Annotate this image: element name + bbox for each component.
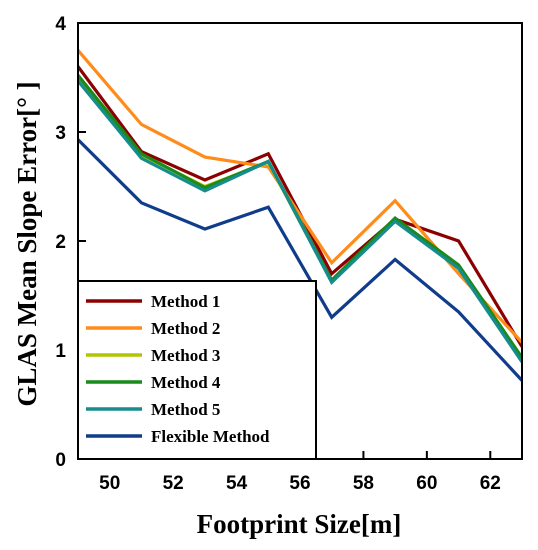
plot-lines xyxy=(78,49,522,382)
x-tick-label: 52 xyxy=(163,473,184,494)
x-axis-title: Footprint Size[m] xyxy=(197,509,402,539)
legend-box xyxy=(77,280,317,460)
legend-label: Method 2 xyxy=(151,319,220,338)
series-line-6 xyxy=(78,138,522,382)
y-tick-label: 1 xyxy=(55,341,66,362)
x-tick-label: 56 xyxy=(289,473,310,494)
series-line-5 xyxy=(78,79,522,363)
x-tick-label: 58 xyxy=(353,473,374,494)
legend-label: Method 1 xyxy=(151,292,220,311)
x-tick-label: 50 xyxy=(99,473,120,494)
legend-label: Method 3 xyxy=(151,346,220,365)
y-tick-label: 2 xyxy=(55,232,66,253)
x-tick-label: 60 xyxy=(416,473,437,494)
x-tick-label: 54 xyxy=(226,473,248,494)
legend-label: Method 5 xyxy=(151,400,220,419)
y-axis-title: GLAS Mean Slope Error[° ] xyxy=(12,81,42,406)
legend: Method 1 Method 2 Method 3 Method 4 Method 5… xyxy=(77,280,317,460)
y-tick-label: 0 xyxy=(55,450,66,471)
x-tick-label: 62 xyxy=(480,473,501,494)
y-tick-label: 3 xyxy=(55,123,66,144)
legend-label: Flexible Method xyxy=(151,427,270,446)
legend-label: Method 4 xyxy=(151,373,221,392)
y-tick-label: 4 xyxy=(55,14,66,35)
